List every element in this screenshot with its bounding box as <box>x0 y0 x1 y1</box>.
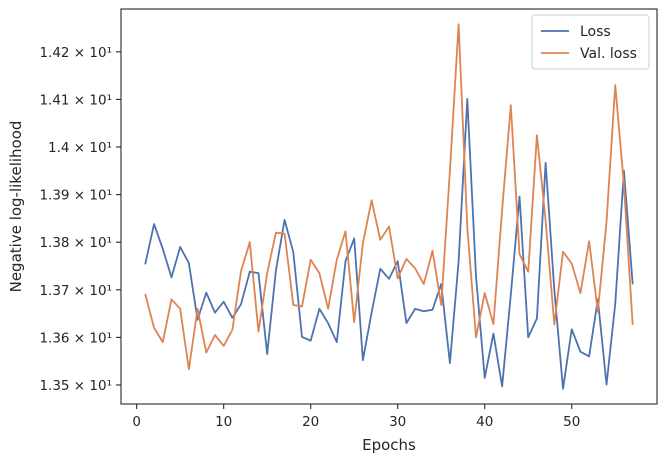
x-tick-label: 0 <box>132 414 141 430</box>
y-tick-label: 1.38 × 10¹ <box>39 235 112 251</box>
ticks-layer: 0 10 20 30 40 50 1.35 × 10¹ 1.36 × 10¹ 1.37 × 10… <box>39 45 580 430</box>
series-line-val-loss <box>144 23 634 371</box>
legend-label-val-loss: Val. loss <box>580 46 637 62</box>
y-tick-label: 1.41 × 10¹ <box>39 92 112 108</box>
y-tick-label: 1.39 × 10¹ <box>39 188 112 204</box>
x-tick-label: 50 <box>563 414 580 430</box>
y-tick-label: 1.37 × 10¹ <box>39 283 112 299</box>
plot-frame <box>120 8 658 405</box>
x-tick-label: 40 <box>476 414 493 430</box>
y-tick-label: 1.35 × 10¹ <box>39 378 112 394</box>
legend-box <box>531 14 650 70</box>
x-tick-label: 30 <box>389 414 406 430</box>
series-line-loss <box>144 98 634 390</box>
x-axis-label: Epochs <box>362 436 416 454</box>
y-tick-label: 1.42 × 10¹ <box>39 45 112 61</box>
y-tick-label: 1.36 × 10¹ <box>39 330 112 346</box>
legend-label-loss: Loss <box>580 24 611 40</box>
y-axis-label: Negative log-likelihood <box>7 121 25 293</box>
legend: Loss Val. loss <box>531 14 650 70</box>
x-tick-label: 10 <box>215 414 232 430</box>
x-tick-label: 20 <box>302 414 319 430</box>
series-layer <box>144 23 634 390</box>
y-tick-label: 1.4 × 10¹ <box>48 140 112 156</box>
